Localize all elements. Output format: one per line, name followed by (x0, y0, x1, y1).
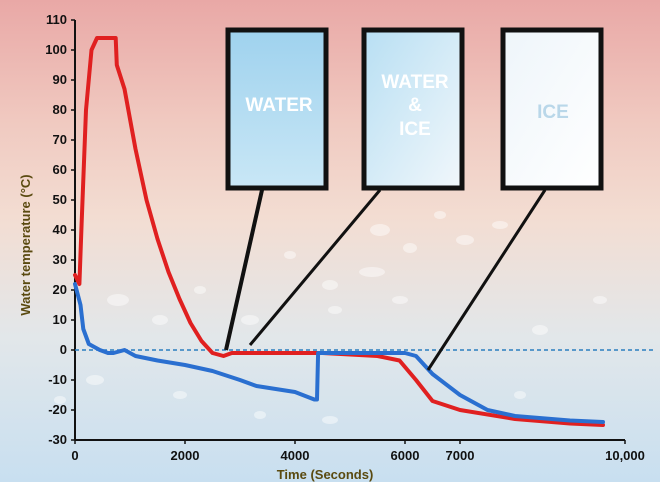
y-tick-label: 0 (60, 342, 67, 357)
y-tick-label: -20 (48, 402, 67, 417)
x-tick-label: 2000 (171, 448, 200, 463)
panel-water-ice: WATER & ICE (361, 27, 465, 191)
y-tick-label: 10 (53, 312, 67, 327)
panel-water: WATER (225, 27, 329, 191)
y-axis-title: Water temperature (°C) (18, 174, 33, 315)
y-tick-label: 30 (53, 252, 67, 267)
x-tick-label: 0 (71, 448, 78, 463)
callout-line-water-ice (248, 189, 382, 346)
x-tick-label: 10,000 (605, 448, 645, 463)
y-tick-label: 100 (45, 42, 67, 57)
y-tick-label: 110 (46, 12, 67, 27)
callout-line-ice (426, 189, 547, 371)
panel-water-ice-line3: ICE (399, 119, 431, 140)
y-tick-label: -30 (48, 432, 67, 447)
panel-ice-label: ICE (537, 102, 569, 123)
y-tick-label: 70 (53, 132, 67, 147)
x-tick-label: 7000 (446, 448, 475, 463)
y-tick-label: 20 (53, 282, 67, 297)
x-tick-label: 6000 (391, 448, 420, 463)
x-axis-ticks: 0 2000 4000 6000 7000 10,000 (71, 440, 645, 463)
panel-ice: ICE (500, 27, 604, 191)
y-tick-label: 40 (53, 222, 67, 237)
y-tick-label: 60 (53, 162, 67, 177)
series-line-2 (73, 282, 605, 424)
callout-line-water (224, 189, 264, 351)
y-tick-label: 50 (53, 192, 67, 207)
y-tick-label: -10 (48, 372, 67, 387)
y-tick-label: 80 (53, 102, 67, 117)
panel-water-ice-line2: & (408, 95, 422, 116)
x-tick-label: 4000 (281, 448, 310, 463)
series-line-1 (73, 36, 605, 427)
panel-water-ice-line1: WATER (381, 72, 448, 93)
y-tick-label: 90 (53, 72, 67, 87)
x-axis-title: Time (Seconds) (277, 467, 374, 482)
bubbles (54, 211, 607, 424)
panel-water-label: WATER (245, 95, 312, 116)
